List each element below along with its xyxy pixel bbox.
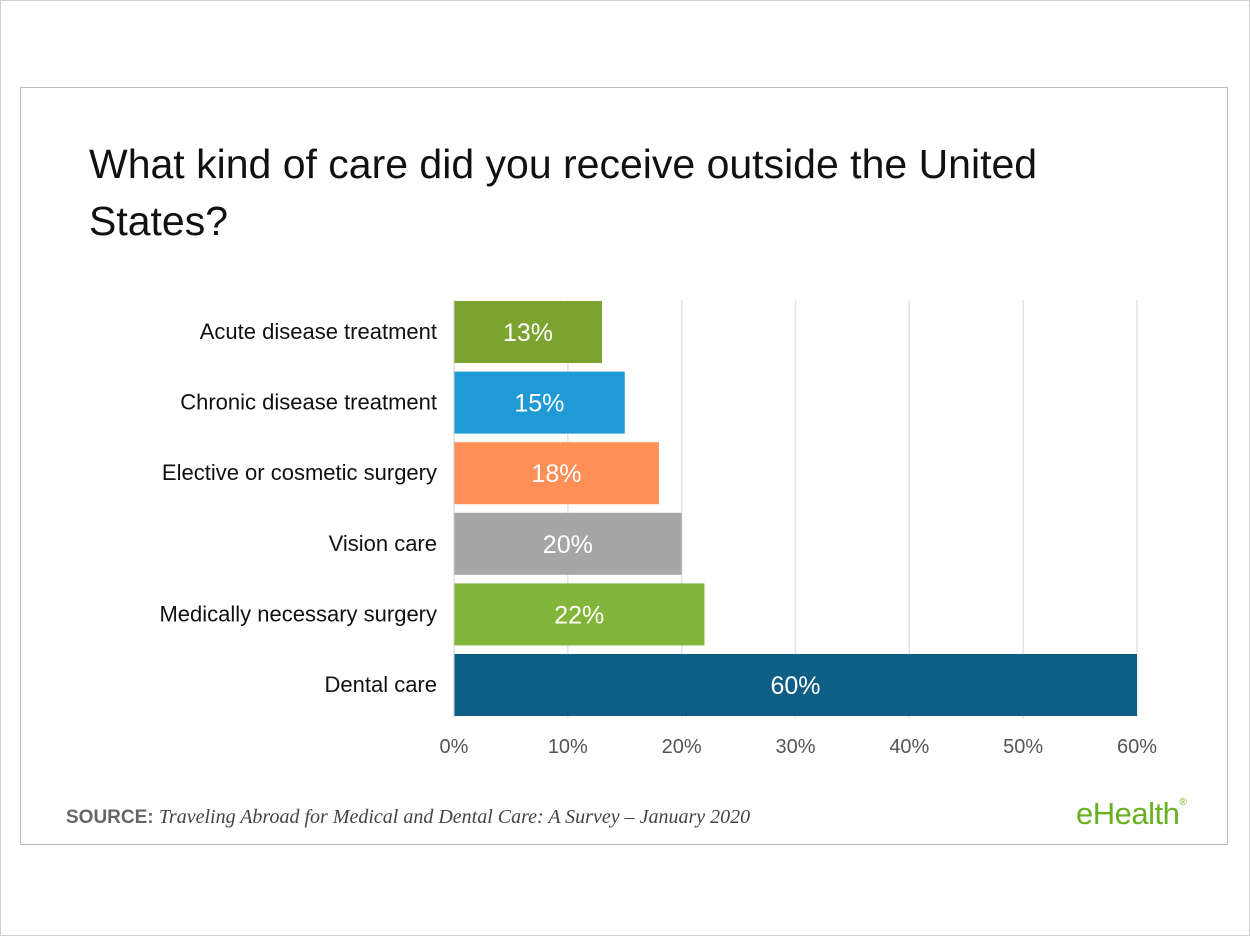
bar-chart: 13% Acute disease treatment 15% Chronic dis… bbox=[159, 300, 1157, 758]
data-label-4: 22% bbox=[554, 601, 604, 629]
bar-3 bbox=[454, 512, 682, 575]
x-tick-label-5: 50% bbox=[1003, 736, 1043, 758]
data-label-2: 18% bbox=[531, 460, 581, 488]
bar-4 bbox=[454, 583, 705, 646]
chart-card: What kind of care did you receive outsid… bbox=[20, 87, 1228, 845]
x-tick-label-0: 0% bbox=[440, 736, 469, 758]
data-label-5: 60% bbox=[770, 672, 820, 700]
x-tick-label-4: 40% bbox=[889, 736, 929, 758]
category-label-1: Chronic disease treatment bbox=[180, 390, 437, 415]
x-tick-label-1: 10% bbox=[548, 736, 588, 758]
data-label-3: 20% bbox=[543, 531, 593, 559]
ehealth-logo: eHealth® bbox=[1076, 796, 1187, 832]
bar-0 bbox=[454, 301, 602, 363]
category-label-0: Acute disease treatment bbox=[200, 319, 437, 344]
data-label-1: 15% bbox=[514, 390, 564, 418]
bar-2 bbox=[454, 442, 659, 505]
source-note: SOURCE: Traveling Abroad for Medical and… bbox=[66, 806, 750, 829]
registered-mark: ® bbox=[1179, 796, 1187, 808]
category-label-2: Elective or cosmetic surgery bbox=[162, 460, 437, 485]
x-tick-label-6: 60% bbox=[1117, 736, 1157, 758]
category-label-4: Medically necessary surgery bbox=[159, 601, 437, 626]
bar-5 bbox=[454, 654, 1137, 716]
data-label-0: 13% bbox=[503, 319, 553, 347]
source-label: SOURCE: bbox=[66, 807, 154, 828]
x-tick-label-3: 30% bbox=[775, 736, 815, 758]
category-label-3: Vision care bbox=[329, 531, 437, 556]
source-text: Traveling Abroad for Medical and Dental … bbox=[158, 806, 751, 828]
category-label-5: Dental care bbox=[324, 672, 437, 697]
bar-1 bbox=[454, 371, 625, 434]
chart-title: What kind of care did you receive outsid… bbox=[89, 141, 1038, 244]
logo-text: eHealth bbox=[1076, 796, 1180, 831]
x-tick-label-2: 20% bbox=[662, 736, 702, 758]
